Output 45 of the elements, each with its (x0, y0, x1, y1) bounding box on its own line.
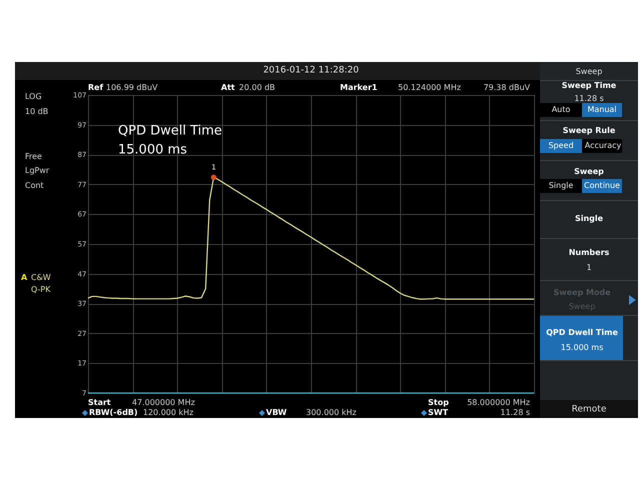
text: 120.000 kHz (143, 408, 194, 417)
text: Accuracy (584, 141, 622, 150)
text: QPD Dwell Time (546, 328, 618, 337)
text: 300.000 kHz (306, 408, 356, 417)
text: LgPwr (25, 166, 50, 175)
text: Ref (88, 83, 104, 92)
text: Att (221, 83, 235, 92)
text: 10 dB (25, 107, 48, 116)
text: Sweep Rule (562, 126, 616, 135)
annotation: 15.000 ms (118, 142, 188, 158)
text: 1 (586, 263, 592, 272)
text: A (21, 273, 28, 282)
text: 15.000 ms (560, 343, 604, 352)
text: 50.124000 MHz (398, 83, 461, 92)
text: Numbers (568, 248, 610, 257)
chart-title: 2016-01-12 11:28:20 (263, 66, 359, 76)
text: RBW(-6dB) (89, 408, 138, 417)
text: LOG (25, 92, 42, 101)
text: Marker1 (340, 83, 378, 92)
text: Free (25, 152, 42, 161)
text: 11.28 s (574, 94, 604, 103)
text: VBW (266, 408, 287, 417)
text: Start (88, 398, 111, 407)
text: Manual (587, 105, 617, 114)
text: Single (548, 181, 574, 190)
text: Q-PK (31, 285, 50, 294)
text: 79.38 dBuV (483, 83, 530, 92)
text: 47.000000 MHz (132, 398, 195, 407)
text: Cont (25, 181, 44, 190)
text: Sweep (576, 67, 602, 76)
text: 20.00 dB (239, 83, 276, 92)
text: 106.99 dBuV (106, 83, 158, 92)
text: Sweep Time (562, 81, 616, 90)
text: Speed (548, 141, 574, 150)
text: Auto (552, 105, 570, 114)
text: Sweep (574, 167, 604, 176)
text: Stop (428, 398, 449, 407)
text: Remote (572, 404, 606, 414)
text: 58.000000 MHz (467, 398, 530, 407)
text: C&W (31, 273, 51, 282)
annotation: QPD Dwell Time (118, 124, 222, 138)
text: Continue (584, 181, 620, 190)
text: Single (574, 214, 604, 223)
text: 11.28 s (500, 408, 530, 417)
text: SWT (428, 408, 448, 417)
